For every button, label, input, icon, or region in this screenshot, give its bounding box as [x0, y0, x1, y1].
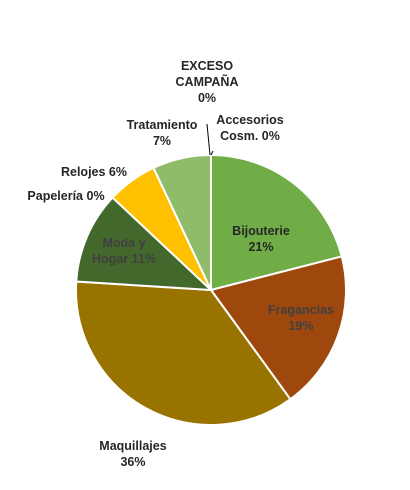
leader-line-accesorios-cosm — [210, 150, 214, 156]
data-label-accesorios-cosm: Accesorios Cosm. 0% — [216, 113, 283, 143]
pie-slice-moda-y-hogar — [75, 196, 214, 292]
data-label-maquillajes: Maquillajes 36% — [99, 439, 166, 469]
data-label-bijouterie: Bijouterie 21% — [232, 224, 290, 254]
data-label-fragancias: Fragancias 19% — [268, 303, 334, 333]
data-label-relojes: Relojes 6% — [61, 165, 127, 179]
data-label-exceso-campana: EXCESO CAMPAÑA 0% — [176, 59, 239, 105]
pie-slice-maquillajes — [75, 280, 292, 426]
leader-lines — [206, 123, 214, 156]
leader-line-exceso-campana — [206, 123, 211, 156]
pie-slice-fragancias — [209, 255, 347, 401]
slices-layer — [75, 153, 347, 426]
data-label-moda-y-hogar: Moda y Hogar 11% — [92, 236, 156, 266]
pie-slice-tratamiento — [152, 153, 212, 291]
data-label-papeleria: Papelería 0% — [27, 189, 104, 203]
data-label-tratamiento: Tratamiento 7% — [127, 118, 198, 148]
pie-slice-bijouterie — [209, 153, 343, 292]
labels-layer: Accesorios Cosm. 0% Bijouterie 21% Fragancia… — [27, 59, 334, 469]
